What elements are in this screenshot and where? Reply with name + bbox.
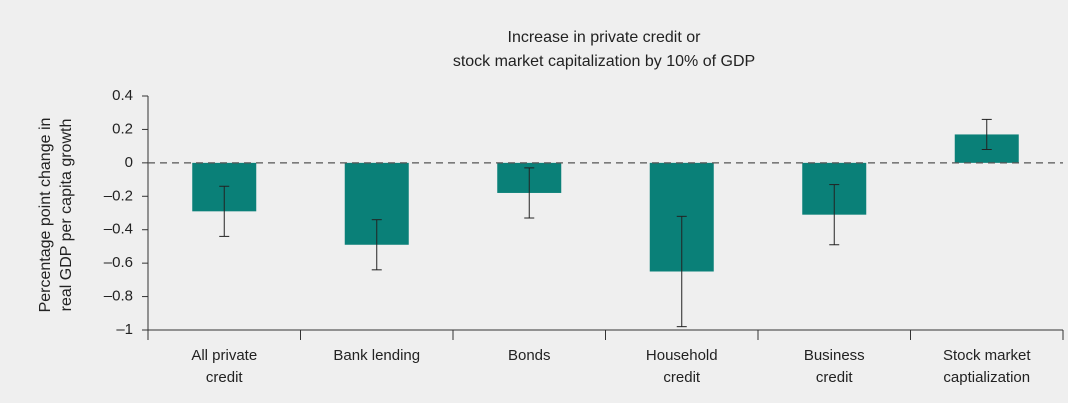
y-tick-label: 0.4 — [112, 87, 133, 104]
chart-title: Increase in private credit or — [508, 29, 702, 46]
y-tick-label: –0.4 — [104, 221, 133, 238]
y-tick-label: –1 — [116, 321, 133, 338]
y-tick-label: 0.2 — [112, 120, 133, 137]
y-tick-label: –0.8 — [104, 288, 133, 305]
x-tick-label: credit — [663, 369, 701, 386]
x-tick-label: credit — [206, 369, 244, 386]
y-tick-label: 0 — [125, 154, 133, 171]
chart-title: stock market capitalization by 10% of GD… — [453, 53, 755, 70]
y-tick-label: –0.2 — [104, 187, 133, 204]
x-tick-label: Business — [804, 347, 865, 364]
x-tick-label: captialization — [943, 369, 1030, 386]
y-axis-label-line: real GDP per capita growth — [58, 119, 75, 312]
x-tick-label: credit — [816, 369, 854, 386]
x-tick-label: Household — [646, 347, 718, 364]
x-tick-label: Bonds — [508, 347, 551, 364]
x-tick-label: Stock market — [943, 347, 1031, 364]
y-axis-label: Percentage point change in real GDP per … — [37, 118, 75, 313]
x-tick-label: Bank lending — [333, 347, 420, 364]
x-tick-label: All private — [191, 347, 257, 364]
y-axis-label-line: Percentage point change in — [37, 118, 54, 313]
y-tick-label: –0.6 — [104, 254, 133, 271]
